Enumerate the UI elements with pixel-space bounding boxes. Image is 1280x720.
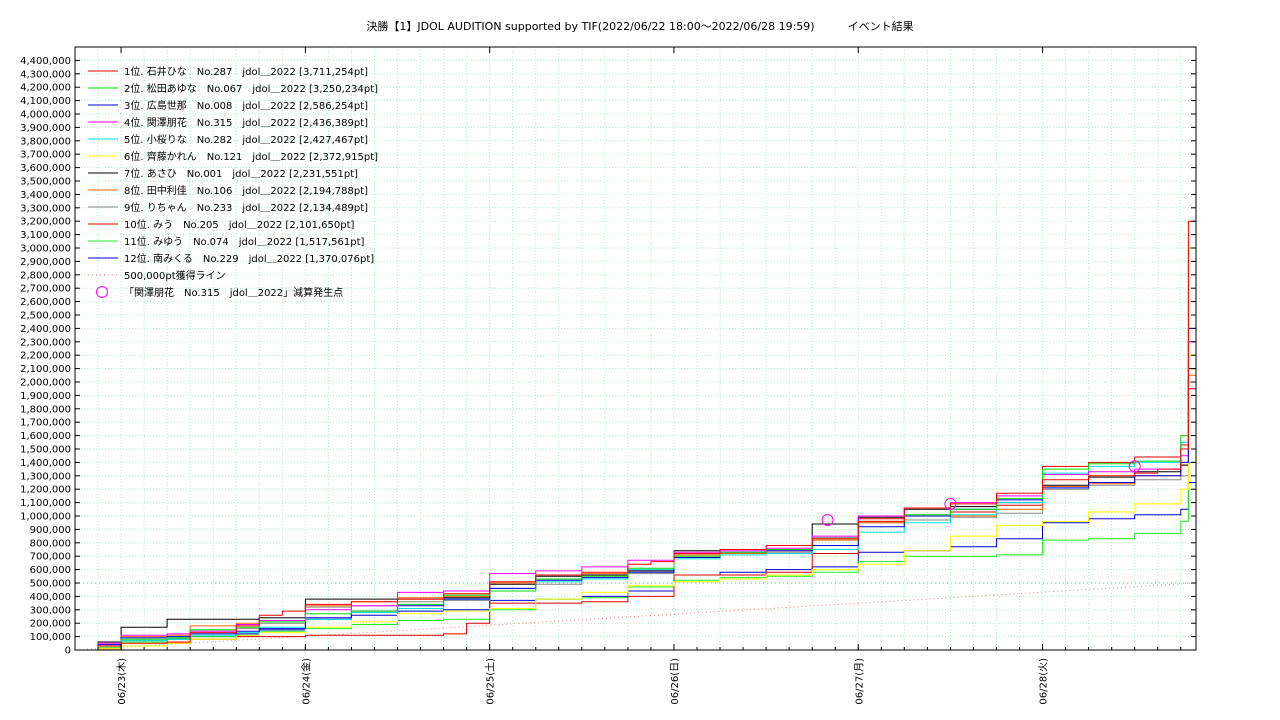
plot-frame xyxy=(74,46,1197,651)
deduction-marker xyxy=(1128,460,1141,473)
legend-entry-11: 11位. みゆう No.074 jdol＿2022 [1,517,561pt] xyxy=(124,235,364,248)
y-tick-label: 3,300,000 xyxy=(20,203,71,214)
legend-swatch-marker xyxy=(96,286,108,298)
y-tick-label: 1,500,000 xyxy=(20,445,71,456)
y-tick-label: 2,900,000 xyxy=(20,257,71,268)
y-tick-label: 4,300,000 xyxy=(20,69,71,80)
y-tick-label: 600,000 xyxy=(30,565,71,576)
series-line-2 xyxy=(75,214,1196,650)
series-line-5 xyxy=(75,324,1196,650)
legend-entry-4: 4位. 関澤朋花 No.315 jdol＿2022 [2,436,389pt] xyxy=(124,116,368,129)
legend-entry-7: 7位. あさひ No.001 jdol＿2022 [2,231,551pt] xyxy=(124,167,358,180)
y-tick-label: 1,100,000 xyxy=(20,498,71,509)
y-tick-label: 1,400,000 xyxy=(20,458,71,469)
x-tick-label: 06/26(日) xyxy=(670,658,681,705)
y-tick-label: 0 xyxy=(65,646,71,657)
x-tick-label: 06/28(火) xyxy=(1038,658,1050,705)
y-tick-label: 3,900,000 xyxy=(20,123,71,134)
y-tick-label: 4,000,000 xyxy=(20,110,71,121)
y-tick-label: 1,000,000 xyxy=(20,512,71,523)
y-tick-label: 3,100,000 xyxy=(20,230,71,241)
marker-layer xyxy=(821,460,1141,527)
legend-entry-5: 5位. 小桜りな No.282 jdol＿2022 [2,427,467pt] xyxy=(124,133,368,146)
y-tick-label: 3,200,000 xyxy=(20,217,71,228)
legend-entry-reference: 500,000pt獲得ライン xyxy=(124,269,226,282)
series-line-4 xyxy=(75,323,1196,650)
chart-title: 決勝【1】JDOL AUDITION supported by TIF(2022… xyxy=(366,20,914,33)
y-tick-label: 2,200,000 xyxy=(20,351,71,362)
y-tick-label: 1,800,000 xyxy=(20,404,71,415)
y-tick-label: 2,800,000 xyxy=(20,270,71,281)
legend-entry-12: 12位. 南みくる No.229 jdol＿2022 [1,370,076pt] xyxy=(124,252,374,265)
y-tick-label: 400,000 xyxy=(30,592,71,603)
y-tick-label: 3,400,000 xyxy=(20,190,71,201)
y-tick-label: 2,400,000 xyxy=(20,324,71,335)
legend-entry-1: 1位. 石井ひな No.287 jdol＿2022 [3,711,254pt] xyxy=(124,65,368,78)
deduction-marker xyxy=(821,514,834,527)
y-tick-label: 1,200,000 xyxy=(20,485,71,496)
x-tick-label: 06/23(木) xyxy=(116,658,128,705)
y-tick-label: 100,000 xyxy=(30,632,71,643)
legend-entry-3: 3位. 広島世那 No.008 jdol＿2022 [2,586,254pt] xyxy=(124,99,368,112)
y-tick-label: 1,300,000 xyxy=(20,471,71,482)
y-tick-label: 700,000 xyxy=(30,552,71,563)
x-tick-label: 06/25(土) xyxy=(484,658,497,705)
legend-entry-6: 6位. 齊藤かれん No.121 jdol＿2022 [2,372,915pt] xyxy=(124,150,378,163)
reference-layer xyxy=(75,582,1196,650)
y-tick-label: 3,500,000 xyxy=(20,177,71,188)
legend-entry-9: 9位. りちゃん No.233 jdol＿2022 [2,134,489pt] xyxy=(124,201,368,214)
deduction-marker xyxy=(944,497,957,510)
series-line-6 xyxy=(75,332,1196,650)
x-tick-label: 06/24(金) xyxy=(299,658,312,705)
y-tick-label: 2,500,000 xyxy=(20,311,71,322)
reference-line-diagonal xyxy=(75,582,1196,650)
legend-entry-2: 2位. 松田あゆな No.067 jdol＿2022 [3,250,234pt] xyxy=(124,82,378,95)
legend-entry-10: 10位. みう No.205 jdol＿2022 [2,101,650pt] xyxy=(124,218,354,231)
y-tick-label: 4,100,000 xyxy=(20,96,71,107)
y-tick-label: 500,000 xyxy=(30,579,71,590)
y-tick-label: 4,200,000 xyxy=(20,83,71,94)
y-tick-label: 3,700,000 xyxy=(20,150,71,161)
y-tick-label: 2,700,000 xyxy=(20,284,71,295)
legend-entry-8: 8位. 田中利佳 No.106 jdol＿2022 [2,194,788pt] xyxy=(124,184,368,197)
series-line-9 xyxy=(75,364,1196,650)
series-layer xyxy=(75,152,1196,650)
y-tick-label: 2,300,000 xyxy=(20,337,71,348)
y-axis: 0 100,000 200,000 300,000 400,000 500,000 600,… xyxy=(20,56,1196,657)
legend: 1位. 石井ひな No.287 jdol＿2022 [3,711,254pt] 2… xyxy=(88,65,378,299)
y-tick-label: 900,000 xyxy=(30,525,71,536)
y-tick-label: 800,000 xyxy=(30,538,71,549)
y-tick-label: 300,000 xyxy=(30,605,71,616)
y-tick-label: 3,600,000 xyxy=(20,163,71,174)
y-tick-label: 1,700,000 xyxy=(20,418,71,429)
legend-entry-marker: 「関澤朋花 No.315 jdol＿2022」減算発生点 xyxy=(124,286,343,299)
y-tick-label: 4,400,000 xyxy=(20,56,71,67)
x-axis: 06/23(木) 06/24(金) 06/25(土) 06/26(日) 06/27(月)… xyxy=(74,47,1182,705)
y-tick-label: 2,600,000 xyxy=(20,297,71,308)
y-tick-label: 200,000 xyxy=(30,619,71,630)
series-line-1 xyxy=(75,152,1196,650)
y-tick-label: 2,100,000 xyxy=(20,364,71,375)
series-line-12 xyxy=(75,466,1196,650)
x-tick-label: 06/27(月) xyxy=(853,658,865,705)
y-tick-label: 1,600,000 xyxy=(20,431,71,442)
y-tick-label: 1,900,000 xyxy=(20,391,71,402)
y-tick-label: 3,800,000 xyxy=(20,136,71,147)
y-tick-label: 2,000,000 xyxy=(20,378,71,389)
y-tick-label: 3,000,000 xyxy=(20,244,71,255)
